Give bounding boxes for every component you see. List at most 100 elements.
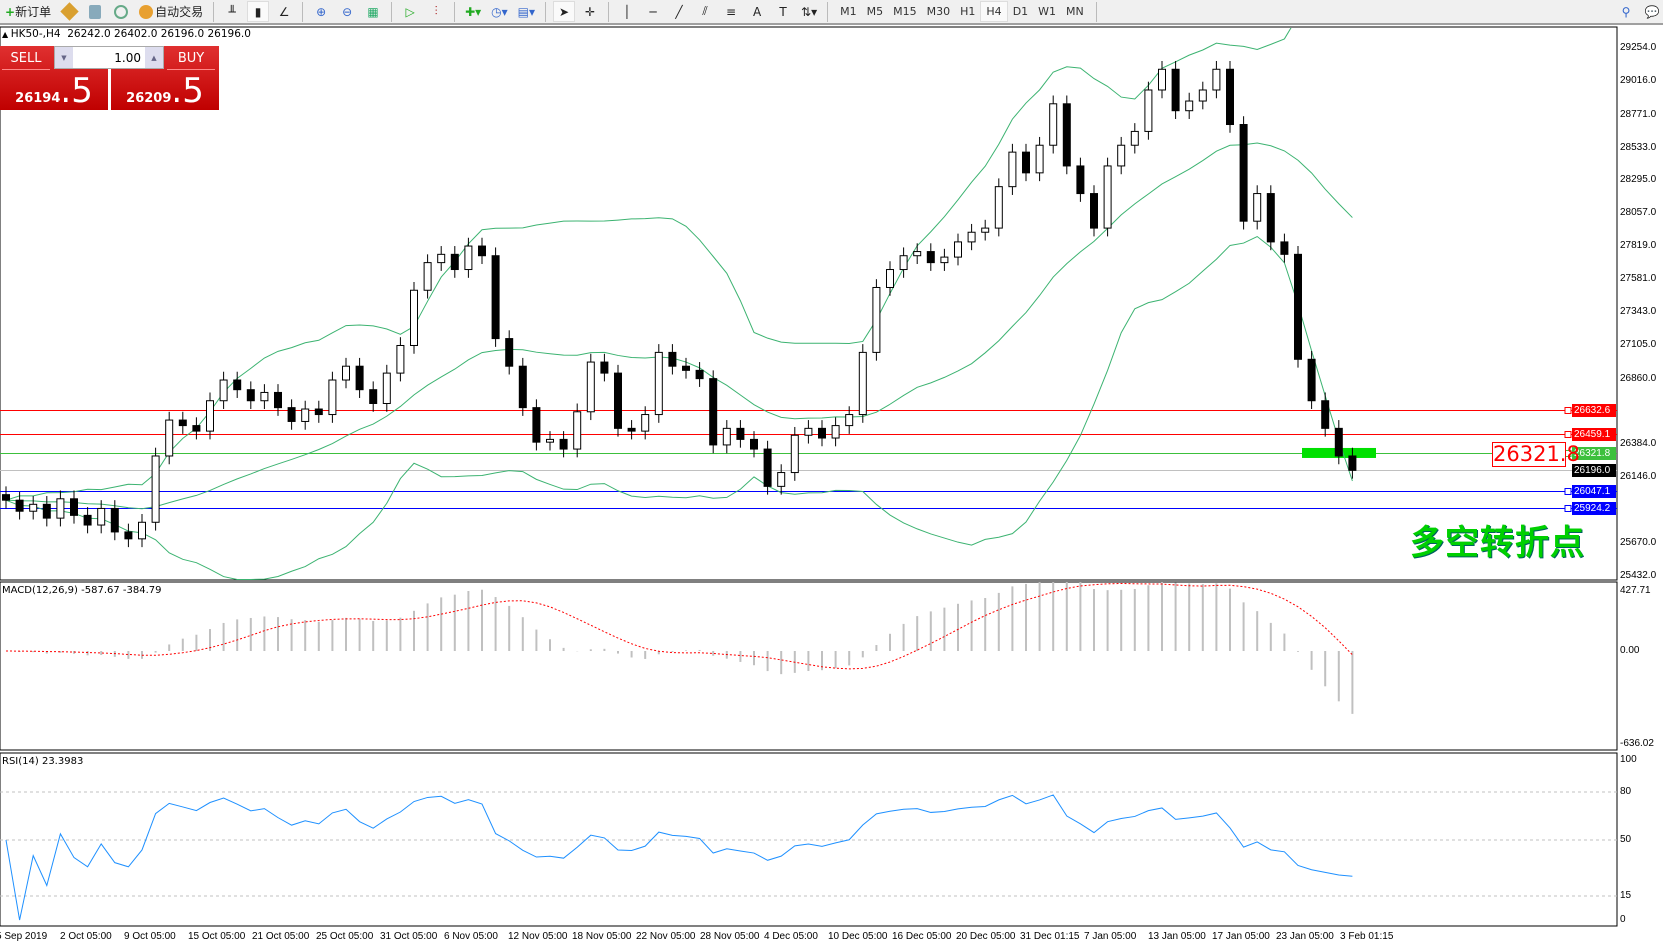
level-handle[interactable]: [1564, 407, 1572, 414]
candle: [926, 243, 935, 271]
periods-icon[interactable]: ◷▾: [491, 4, 508, 19]
candle: [695, 362, 704, 387]
navigator-icon[interactable]: [84, 1, 106, 22]
candle-body: [342, 365, 350, 381]
auto-scroll-icon[interactable]: ▷: [405, 4, 415, 19]
candle: [886, 261, 894, 296]
signals-icon[interactable]: [110, 1, 132, 22]
candle: [478, 237, 486, 265]
candle: [110, 500, 119, 541]
separator: [1095, 1, 1097, 22]
timeframe-h1[interactable]: H1: [960, 5, 976, 18]
candle: [83, 507, 92, 534]
templates-icon[interactable]: ▤▾: [517, 4, 536, 19]
candle: [491, 247, 500, 347]
horizontal-line-icon[interactable]: ─: [649, 4, 657, 19]
macd-label: MACD(12,26,9) -587.67 -384.79: [2, 585, 162, 596]
candle: [206, 392, 214, 440]
chat-icon[interactable]: 💬: [1644, 4, 1660, 19]
candle-body: [981, 227, 990, 233]
collapse-arrow-icon[interactable]: ▲: [2, 30, 11, 39]
candle-body: [83, 514, 92, 526]
level-handle[interactable]: [1564, 488, 1572, 495]
vertical-line-icon[interactable]: │: [623, 4, 631, 19]
price-axis-label: 25670.0: [1620, 536, 1657, 548]
level-label-26321[interactable]: 26321.8: [1492, 442, 1580, 467]
timeframe-h4[interactable]: H4: [980, 1, 1008, 22]
level-handle[interactable]: [1564, 431, 1572, 438]
level-handle[interactable]: [1564, 505, 1572, 512]
price-axis-label: 27819.0: [1620, 240, 1657, 252]
fibonacci-icon[interactable]: ≡: [726, 4, 737, 19]
candle: [1022, 143, 1030, 182]
candle: [1076, 157, 1085, 202]
candle: [1185, 92, 1194, 119]
text-icon[interactable]: A: [752, 4, 762, 19]
auto-trading-button[interactable]: 自动交易: [136, 1, 206, 22]
text-label-icon[interactable]: T: [779, 4, 787, 19]
rsi-line: [5, 794, 1353, 921]
price-axis-label: 28533.0: [1620, 141, 1657, 153]
candle-body: [818, 427, 826, 439]
candle: [641, 406, 650, 440]
candle-body: [1171, 68, 1180, 112]
tile-windows-icon[interactable]: ▦: [367, 4, 379, 19]
candle: [1294, 246, 1302, 368]
candle-body: [301, 408, 310, 422]
timeframe-m5[interactable]: M5: [866, 5, 884, 18]
candle: [750, 431, 758, 458]
cursor-icon[interactable]: ➤: [553, 1, 576, 22]
new-order-button[interactable]: + 新订单: [2, 1, 54, 22]
equidistant-channel-icon[interactable]: ⫽: [702, 4, 708, 18]
candle-body: [654, 351, 663, 416]
date-label: 5 Sep 2019: [0, 931, 48, 942]
candle-body: [1062, 103, 1071, 167]
trendline-icon[interactable]: ╱: [675, 4, 683, 19]
price-axis-label: 27343.0: [1620, 305, 1657, 317]
timeframe-d1[interactable]: D1: [1012, 5, 1029, 18]
candle: [342, 357, 350, 389]
candle-body: [1348, 455, 1357, 471]
candle: [1198, 81, 1207, 110]
bar-chart-icon[interactable]: ╨: [228, 4, 236, 19]
rsi-axis-label: 0: [1620, 914, 1626, 925]
rsi-label: RSI(14) 23.3983: [2, 756, 84, 767]
lot-decrease-button[interactable]: ▼: [55, 47, 73, 68]
timeframe-m15[interactable]: M15: [893, 5, 917, 18]
candle-body: [165, 419, 174, 457]
lot-size-stepper[interactable]: ▼ 1.00 ▲: [54, 46, 164, 69]
timeframe-m30[interactable]: M30: [926, 5, 951, 18]
crosshair-icon[interactable]: ✛: [585, 4, 596, 19]
timeframe-mn[interactable]: MN: [1066, 5, 1084, 18]
candle-body: [178, 419, 187, 427]
zoom-in-icon[interactable]: ⊕: [316, 4, 327, 19]
candlestick-chart-icon[interactable]: ▮: [247, 1, 270, 22]
candle: [940, 248, 949, 271]
arrows-icon[interactable]: ⇅▾: [801, 4, 818, 19]
candle-body: [709, 378, 718, 446]
candle-body: [110, 507, 119, 533]
line-chart-icon[interactable]: ∠: [278, 4, 290, 19]
candle-body: [478, 245, 486, 257]
search-icon[interactable]: ⚲: [1621, 4, 1631, 19]
candle-body: [246, 389, 255, 402]
candle-body: [532, 407, 541, 443]
candle: [138, 513, 146, 548]
timeframe-w1[interactable]: W1: [1038, 5, 1057, 18]
bollinger-lower: [5, 235, 1353, 580]
chart-shift-icon[interactable]: ⫶: [434, 4, 438, 18]
lot-increase-button[interactable]: ▲: [145, 47, 163, 68]
candle-body: [926, 251, 935, 264]
price-tag: 26459.1: [1572, 428, 1616, 441]
candle-body: [600, 361, 609, 374]
candle-body: [1334, 427, 1343, 457]
zoom-out-icon[interactable]: ⊖: [342, 4, 353, 19]
candle-body: [124, 531, 133, 540]
indicators-icon[interactable]: ✚▾: [465, 4, 482, 19]
candle-body: [151, 455, 160, 523]
candle-body: [627, 427, 636, 432]
sell-button[interactable]: SELL 26194.5: [0, 46, 108, 110]
timeframe-m1[interactable]: M1: [840, 5, 857, 18]
lot-size-input[interactable]: 1.00: [114, 50, 141, 65]
